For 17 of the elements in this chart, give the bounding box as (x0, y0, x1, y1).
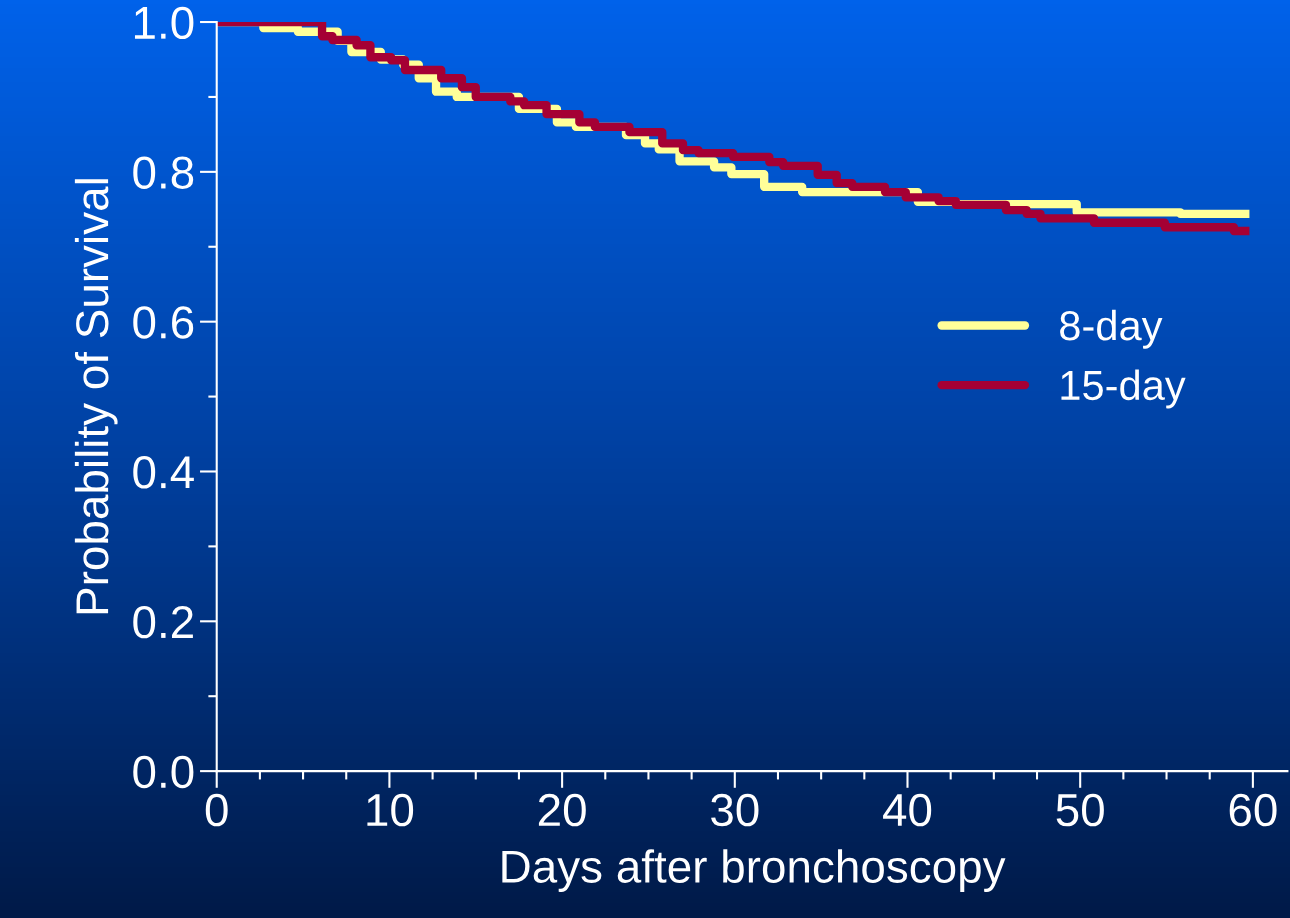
x-tick-label: 20 (538, 793, 586, 827)
y-tick-label: 0.8 (133, 156, 194, 189)
y-tick-label: 0.4 (133, 456, 194, 489)
x-tick-label: 0 (205, 793, 228, 827)
legend-label: 15-day (1061, 369, 1186, 409)
x-tick-label: 30 (711, 793, 759, 827)
y-tick-label: 0.6 (133, 306, 194, 339)
x-tick-label: 60 (1229, 793, 1277, 827)
x-tick-label: 50 (1056, 793, 1104, 827)
legend-label: 8-day (1060, 309, 1163, 349)
y-axis-title: Probability of Survival (74, 179, 118, 614)
y-tick-label: 0.0 (133, 755, 194, 789)
y-tick-label: 1.0 (134, 6, 194, 40)
x-tick-label: 10 (367, 793, 414, 827)
x-axis-title: Days after bronchoscopy (502, 849, 1006, 892)
x-tick-label: 40 (883, 793, 932, 827)
y-tick-label: 0.2 (133, 605, 193, 639)
